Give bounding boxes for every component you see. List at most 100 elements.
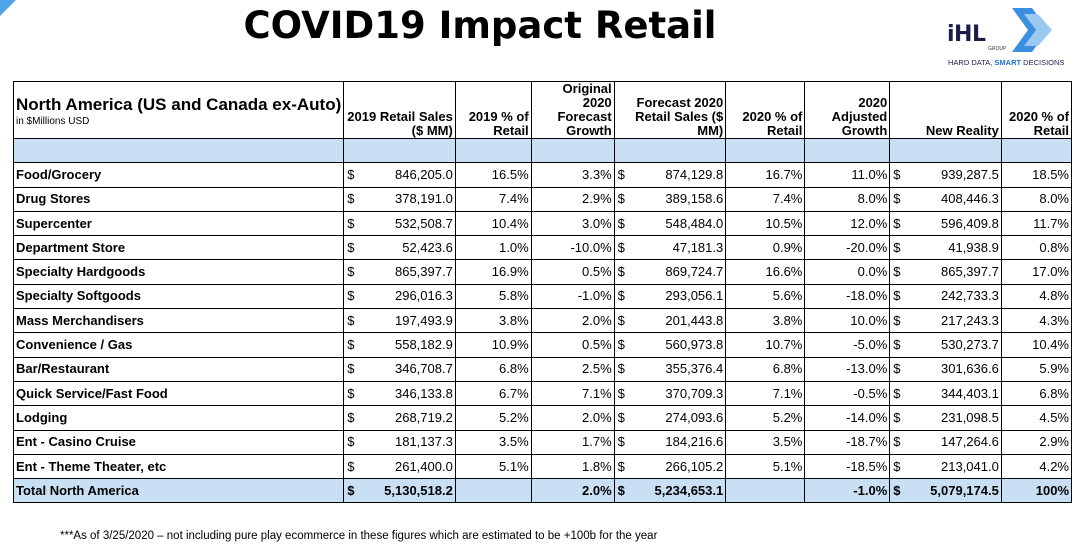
orig-growth-cell: 1.8% — [530, 453, 615, 480]
adj-growth-cell: 10.0% — [804, 308, 891, 334]
adj-growth-cell: -18.5% — [804, 453, 891, 480]
currency-symbol: $ — [613, 429, 633, 455]
sales-2019-cell: 846,205.0 — [360, 162, 456, 188]
currency-symbol: $ — [343, 429, 361, 455]
sales-2019-cell: 5,130,518.2 — [360, 478, 456, 504]
category-cell: Mass Merchandisers — [12, 308, 345, 334]
pct-new-reality-cell: 100% — [1000, 478, 1072, 504]
category-cell: Drug Stores — [12, 186, 345, 212]
sales-2019-cell: 532,508.7 — [360, 210, 456, 237]
orig-growth-cell: 2.9% — [530, 186, 615, 212]
pct-new-reality-cell: 17.0% — [1000, 259, 1072, 285]
sales-2019-cell: 558,182.9 — [360, 332, 456, 358]
adj-growth-cell: 11.0% — [804, 162, 891, 188]
col-header-new-reality: New Reality — [889, 81, 1002, 139]
currency-symbol: $ — [889, 308, 908, 334]
currency-symbol: $ — [343, 259, 361, 285]
new-reality-cell: 213,041.0 — [907, 453, 1002, 480]
currency-symbol: $ — [613, 308, 633, 334]
page-title: COVID19 Impact Retail — [243, 4, 717, 47]
currency-symbol: $ — [343, 332, 361, 358]
col-header-2020-pct-new: 2020 % of Retail — [1000, 81, 1072, 139]
pct-new-reality-cell: 6.8% — [1000, 380, 1072, 407]
currency-symbol: $ — [613, 332, 633, 358]
currency-symbol: $ — [889, 162, 908, 188]
sales-2019-cell: 181,137.3 — [360, 429, 456, 455]
table-row: Specialty Hardgoods $865,397.7 16.9% 0.5% $8… — [12, 259, 1072, 285]
adj-growth-cell: -1.0% — [804, 478, 891, 504]
logo-group-text: GROUP — [988, 46, 1007, 52]
pct-2019-cell: 10.9% — [454, 332, 532, 358]
pct-2019-cell: 16.9% — [454, 259, 532, 285]
forecast-2020-cell: 560,973.8 — [632, 332, 727, 358]
currency-symbol: $ — [889, 478, 908, 504]
forecast-2020-cell: 5,234,653.1 — [632, 478, 727, 504]
adj-growth-cell: -20.0% — [804, 235, 891, 261]
table-row: Drug Stores $378,191.0 7.4% 2.9% $389,158.6 7… — [12, 186, 1072, 212]
pct-2020-cell: 7.1% — [725, 380, 806, 407]
pct-2019-cell: 6.7% — [454, 380, 532, 407]
orig-growth-cell: 0.5% — [530, 259, 615, 285]
footnote: ***As of 3/25/2020 – not including pure … — [60, 530, 658, 542]
category-cell: Ent - Casino Cruise — [12, 429, 345, 455]
currency-symbol: $ — [343, 308, 361, 334]
sales-2019-cell: 261,400.0 — [360, 453, 456, 480]
forecast-2020-cell: 293,056.1 — [632, 283, 727, 310]
category-cell: Supercenter — [12, 210, 345, 237]
currency-symbol: $ — [889, 259, 908, 285]
pct-new-reality-cell: 4.8% — [1000, 283, 1072, 310]
currency-symbol: $ — [613, 162, 633, 188]
header-row: North America (US and Canada ex-Auto) in … — [12, 81, 1072, 139]
pct-2020-cell: 5.1% — [725, 453, 806, 480]
orig-growth-cell: 3.3% — [530, 162, 615, 188]
logo-tagline: HARD DATA, SMART DECISIONS — [948, 58, 1065, 67]
currency-symbol: $ — [613, 453, 633, 480]
currency-symbol: $ — [889, 356, 908, 382]
sales-2019-cell: 296,016.3 — [360, 283, 456, 310]
sales-2019-cell: 346,708.7 — [360, 356, 456, 382]
currency-symbol: $ — [613, 356, 633, 382]
new-reality-cell: 231,098.5 — [907, 405, 1002, 431]
logo-wordmark: iHL — [947, 22, 986, 47]
sales-2019-cell: 346,133.8 — [360, 380, 456, 407]
currency-symbol: $ — [343, 478, 361, 504]
currency-symbol: $ — [613, 235, 633, 261]
adj-growth-cell: 8.0% — [804, 186, 891, 212]
new-reality-cell: 147,264.6 — [907, 429, 1002, 455]
pct-new-reality-cell: 4.5% — [1000, 405, 1072, 431]
category-cell: Specialty Softgoods — [12, 283, 345, 310]
pct-new-reality-cell: 8.0% — [1000, 186, 1072, 212]
category-cell: Total North America — [12, 478, 345, 504]
currency-symbol: $ — [613, 210, 633, 237]
adj-growth-cell: 12.0% — [804, 210, 891, 237]
currency-symbol: $ — [613, 283, 633, 310]
category-cell: Ent - Theme Theater, etc — [12, 453, 345, 480]
pct-new-reality-cell: 5.9% — [1000, 356, 1072, 382]
new-reality-cell: 217,243.3 — [907, 308, 1002, 334]
pct-2020-cell: 0.9% — [725, 235, 806, 261]
forecast-2020-cell: 869,724.7 — [632, 259, 727, 285]
table-row: Ent - Theme Theater, etc $261,400.0 5.1% 1.… — [12, 453, 1072, 480]
currency-symbol: $ — [889, 235, 908, 261]
currency-symbol: $ — [889, 405, 908, 431]
region-header: North America (US and Canada ex-Auto) in … — [12, 81, 345, 139]
currency-symbol: $ — [343, 405, 361, 431]
pct-2020-cell: 3.5% — [725, 429, 806, 455]
orig-growth-cell: 2.0% — [530, 478, 615, 504]
adj-growth-cell: -0.5% — [804, 380, 891, 407]
new-reality-cell: 344,403.1 — [907, 380, 1002, 407]
orig-growth-cell: 0.5% — [530, 332, 615, 358]
category-cell: Convenience / Gas — [12, 332, 345, 358]
pct-new-reality-cell: 10.4% — [1000, 332, 1072, 358]
pct-2020-cell: 3.8% — [725, 308, 806, 334]
category-cell: Lodging — [12, 405, 345, 431]
pct-2019-cell: 5.8% — [454, 283, 532, 310]
new-reality-cell: 408,446.3 — [907, 186, 1002, 212]
pct-2020-cell: 7.4% — [725, 186, 806, 212]
currency-symbol: $ — [613, 186, 633, 212]
adj-growth-cell: -13.0% — [804, 356, 891, 382]
adj-growth-cell: -5.0% — [804, 332, 891, 358]
col-header-orig-growth: Original 2020 Forecast Growth — [530, 81, 615, 139]
new-reality-cell: 596,409.8 — [907, 210, 1002, 237]
currency-symbol: $ — [613, 478, 633, 504]
